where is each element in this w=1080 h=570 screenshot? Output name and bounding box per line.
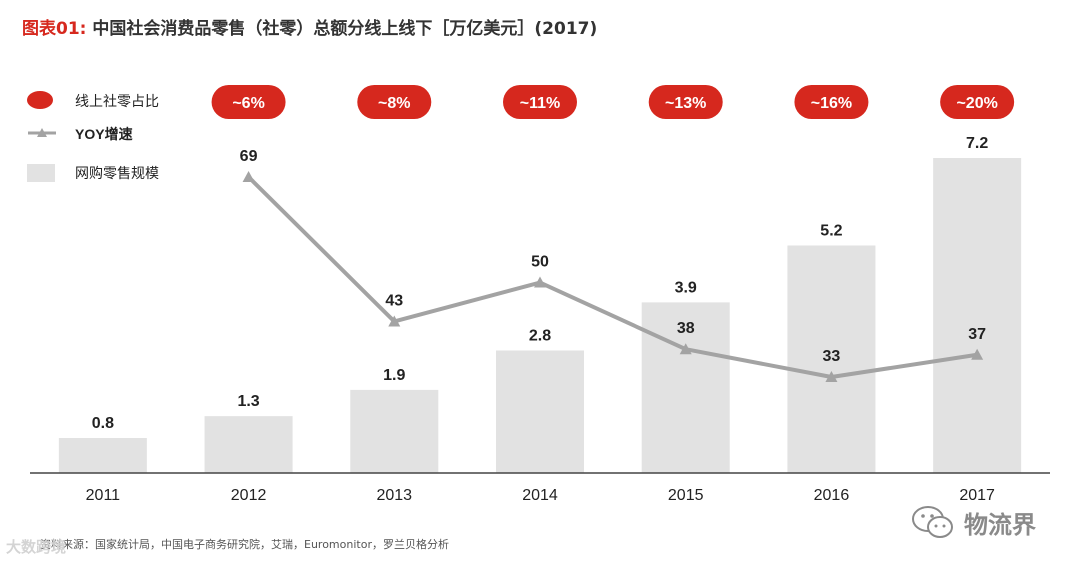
legend-label-line: YOY增速 bbox=[75, 126, 133, 142]
x-tick-label-2015: 2015 bbox=[668, 487, 704, 504]
x-tick-label-2013: 2013 bbox=[376, 487, 412, 504]
yoy-point-2015 bbox=[679, 343, 692, 355]
bar-series: 0.8 1.3 1.9 2.8 3.9 5.2 7.2 bbox=[58, 135, 1022, 473]
source-note: 资料来源：国家统计局，中国电子商务研究院，艾瑞，Euromonitor，罗兰贝格… bbox=[40, 538, 449, 551]
watermark-right: 物流界 bbox=[910, 502, 1036, 542]
legend-badge-swatch bbox=[27, 91, 53, 109]
x-tick-label-2014: 2014 bbox=[522, 487, 558, 504]
bar-2014 bbox=[496, 350, 584, 473]
share-badge-label-2014: ~11% bbox=[520, 95, 560, 112]
share-badge-label-2012: ~6% bbox=[232, 95, 264, 112]
yoy-point-2014 bbox=[534, 276, 546, 288]
x-axis-ticks: 2011 2012 2013 2014 2015 2016 2017 bbox=[86, 487, 995, 504]
yoy-value-label-2016: 33 bbox=[823, 348, 841, 365]
bar-2015 bbox=[641, 302, 730, 473]
watermark-left: 大数跨境 bbox=[6, 536, 66, 557]
yoy-point-2017 bbox=[971, 348, 984, 360]
share-badge-2016 bbox=[794, 85, 869, 119]
yoy-line-series: 69 43 50 38 33 37 bbox=[240, 148, 986, 382]
bar-2016 bbox=[787, 245, 876, 473]
share-badge-2014 bbox=[503, 85, 577, 119]
watermark-right-text: 物流界 bbox=[964, 510, 1036, 539]
share-badge-label-2015: ~13% bbox=[665, 95, 706, 112]
legend-label-bar: 网购零售规模 bbox=[75, 165, 159, 181]
share-badge-2017 bbox=[940, 85, 1015, 119]
x-tick-label-2017: 2017 bbox=[959, 487, 995, 504]
x-tick-label-2012: 2012 bbox=[231, 487, 267, 504]
share-badge-label-2016: ~16% bbox=[811, 95, 852, 112]
x-tick-label-2016: 2016 bbox=[814, 487, 850, 504]
legend-line-marker bbox=[37, 128, 47, 137]
bar-value-label-2012: 1.3 bbox=[237, 393, 259, 410]
yoy-point-2013 bbox=[388, 315, 401, 327]
wechat-icon bbox=[912, 506, 953, 538]
legend: 线上社零占比 YOY增速 网购零售规模 bbox=[27, 91, 159, 182]
bar-value-label-2011: 0.8 bbox=[92, 415, 114, 432]
share-badge-label-2013: ~8% bbox=[378, 95, 410, 112]
share-badge-label-2017: ~20% bbox=[956, 95, 997, 112]
yoy-value-label-2015: 38 bbox=[677, 320, 695, 337]
share-badge-2013 bbox=[357, 85, 432, 119]
share-badge-2015 bbox=[648, 85, 723, 119]
chart-title-prefix: 图表01: bbox=[22, 19, 87, 39]
watermark-left-text: 大数跨境 bbox=[6, 538, 67, 556]
bar-2012 bbox=[204, 416, 293, 473]
yoy-value-label-2012: 69 bbox=[240, 148, 258, 165]
legend-bar-swatch bbox=[27, 164, 55, 182]
bar-value-label-2017: 7.2 bbox=[966, 135, 988, 152]
bar-value-label-2015: 3.9 bbox=[675, 279, 697, 296]
chart-title: 图表01: 中国社会消费品零售（社零）总额分线上线下［万亿美元］(2017) bbox=[22, 14, 597, 39]
share-badge-2012 bbox=[211, 85, 286, 119]
chart-title-text: 中国社会消费品零售（社零）总额分线上线下［万亿美元］(2017) bbox=[92, 19, 598, 39]
bar-value-label-2014: 2.8 bbox=[529, 328, 551, 345]
legend-label-badge: 线上社零占比 bbox=[75, 93, 159, 109]
yoy-line bbox=[247, 175, 978, 379]
bar-value-label-2016: 5.2 bbox=[820, 223, 842, 240]
bar-2017 bbox=[933, 158, 1022, 473]
yoy-value-label-2013: 43 bbox=[385, 292, 403, 309]
bar-value-label-2013: 1.9 bbox=[383, 367, 405, 384]
yoy-value-label-2017: 37 bbox=[968, 326, 986, 343]
share-badge-series: ~6% ~8% ~11% ~13% ~16% ~20% bbox=[211, 85, 1015, 119]
yoy-point-2016 bbox=[825, 371, 838, 382]
yoy-value-label-2014: 50 bbox=[531, 254, 549, 271]
x-tick-label-2011: 2011 bbox=[86, 487, 121, 504]
bar-2011 bbox=[58, 438, 147, 473]
bar-2013 bbox=[350, 389, 439, 473]
yoy-point-2012 bbox=[242, 171, 255, 182]
